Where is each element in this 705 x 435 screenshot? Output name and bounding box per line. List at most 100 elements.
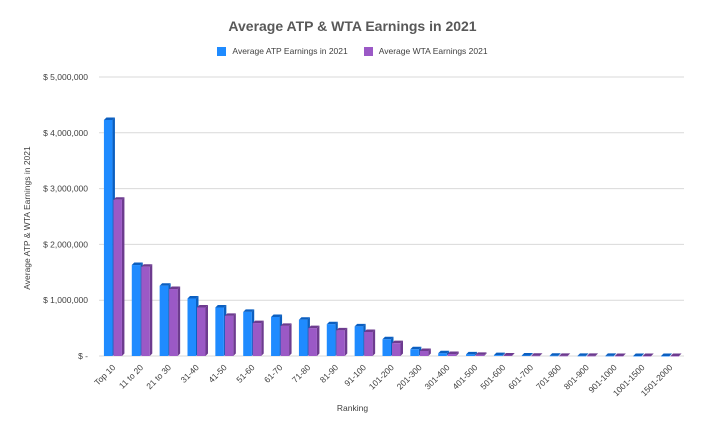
y-axis-label: Average ATP & WTA Earnings in 2021	[22, 146, 32, 290]
bar-top	[326, 321, 338, 325]
chart-title: Average ATP & WTA Earnings in 2021	[228, 18, 477, 34]
bar-top	[298, 317, 310, 320]
bar	[521, 355, 531, 357]
legend-item-wta: Average WTA Earnings 2021	[363, 46, 488, 56]
bar-side	[233, 313, 236, 356]
bar-top	[438, 350, 450, 354]
bar-top	[113, 197, 125, 200]
bar-side	[205, 304, 208, 356]
bar	[141, 266, 150, 356]
bar-side	[261, 320, 264, 356]
bar	[503, 355, 512, 356]
x-tick-label: 401-500	[450, 362, 479, 391]
bar	[577, 355, 586, 357]
bar-side	[400, 340, 403, 356]
bar	[466, 354, 475, 356]
bar-top	[419, 348, 431, 351]
bar	[224, 315, 234, 356]
bar-top	[577, 353, 589, 356]
bar	[298, 319, 308, 356]
bar-top	[364, 329, 376, 333]
bar-top	[252, 320, 264, 324]
y-tick-label: $ 1,000,000	[43, 295, 88, 305]
bar-top	[354, 323, 366, 327]
bar-side	[651, 353, 654, 356]
y-tick-label: $ 2,000,000	[43, 239, 88, 249]
bar-side	[623, 353, 626, 356]
bar-top	[131, 262, 143, 266]
bar-top	[197, 304, 208, 308]
bar-top	[410, 346, 422, 350]
legend-swatch-atp	[217, 46, 227, 56]
bar-top	[605, 353, 617, 356]
bar	[243, 311, 252, 356]
bar-side	[484, 352, 487, 356]
bar	[364, 332, 373, 356]
bar	[633, 355, 642, 357]
bar	[215, 307, 224, 356]
bar	[354, 326, 364, 356]
bar	[308, 328, 317, 356]
x-axis-label: Ranking	[336, 403, 369, 413]
legend-label-atp: Average ATP Earnings in 2021	[232, 46, 348, 56]
y-tick-label: $ 4,000,000	[43, 128, 88, 138]
x-tick-label: 41-50	[206, 362, 229, 385]
bar-top	[103, 117, 115, 120]
bar-side	[586, 353, 589, 356]
bar	[187, 298, 196, 356]
bar-side	[502, 352, 505, 356]
bar	[605, 355, 614, 357]
bar	[531, 355, 540, 357]
bar-top	[559, 353, 571, 356]
bar-top	[159, 283, 171, 286]
bar-side	[641, 353, 645, 356]
bar	[614, 355, 624, 357]
bar	[280, 325, 290, 356]
bar-top	[447, 351, 459, 355]
bar	[559, 355, 568, 357]
x-tick-label: 61-70	[262, 362, 285, 385]
bar	[113, 199, 122, 356]
bar	[670, 355, 680, 357]
bar-top	[549, 353, 561, 356]
bar-top	[169, 286, 181, 290]
bar-side	[613, 353, 617, 356]
x-tick-label: Top 10	[92, 362, 117, 387]
bar	[169, 289, 178, 356]
bar-top	[503, 352, 515, 356]
bar-top	[633, 353, 645, 356]
bar	[549, 355, 559, 357]
bar-side	[372, 329, 376, 356]
bar	[252, 323, 262, 356]
bar-top	[670, 353, 682, 356]
bar	[661, 355, 670, 357]
bar	[326, 324, 336, 356]
bar-side	[428, 348, 431, 356]
bar	[131, 265, 141, 356]
bar-side	[669, 353, 673, 356]
bar-top	[392, 340, 403, 344]
x-tick-label: 51-60	[234, 362, 257, 385]
bar	[410, 349, 419, 356]
x-tick-label: 71-80	[290, 362, 313, 385]
bar	[197, 307, 206, 356]
bar	[271, 316, 280, 356]
bar-side	[595, 353, 598, 356]
x-tick-label: 301-400	[422, 362, 451, 391]
bar-side	[446, 350, 450, 356]
bar	[642, 355, 652, 357]
bar	[493, 355, 503, 356]
bar-side	[539, 353, 543, 356]
y-tick-label: $ 3,000,000	[43, 184, 88, 194]
bar-side	[316, 325, 320, 356]
legend-label-wta: Average WTA Earnings 2021	[378, 46, 488, 56]
bar-top	[466, 351, 478, 355]
y-tick-label: $ -	[78, 351, 88, 361]
bar-top	[382, 336, 394, 340]
bar	[587, 355, 596, 357]
bar	[159, 285, 169, 356]
x-tick-label: 501-600	[478, 362, 507, 391]
bar-top	[187, 296, 199, 299]
bar-side	[558, 353, 561, 356]
